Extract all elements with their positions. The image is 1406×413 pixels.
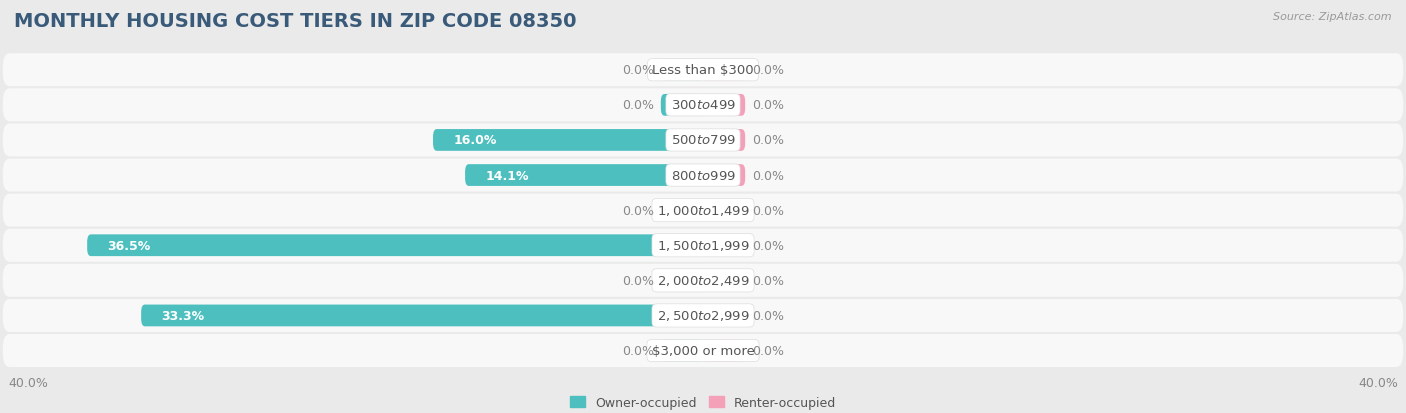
Text: Source: ZipAtlas.com: Source: ZipAtlas.com bbox=[1274, 12, 1392, 22]
FancyBboxPatch shape bbox=[703, 60, 745, 81]
FancyBboxPatch shape bbox=[3, 159, 1403, 192]
FancyBboxPatch shape bbox=[3, 124, 1403, 157]
FancyBboxPatch shape bbox=[703, 235, 745, 256]
FancyBboxPatch shape bbox=[87, 235, 703, 256]
FancyBboxPatch shape bbox=[703, 305, 745, 327]
Text: $2,000 to $2,499: $2,000 to $2,499 bbox=[657, 274, 749, 287]
FancyBboxPatch shape bbox=[661, 95, 703, 116]
Text: 0.0%: 0.0% bbox=[752, 99, 785, 112]
FancyBboxPatch shape bbox=[703, 95, 745, 116]
Text: 0.0%: 0.0% bbox=[621, 344, 654, 357]
FancyBboxPatch shape bbox=[3, 264, 1403, 297]
FancyBboxPatch shape bbox=[661, 270, 703, 292]
Text: 0.0%: 0.0% bbox=[752, 204, 785, 217]
Text: 0.0%: 0.0% bbox=[621, 204, 654, 217]
Text: $800 to $999: $800 to $999 bbox=[671, 169, 735, 182]
Text: Less than $300: Less than $300 bbox=[652, 64, 754, 77]
Text: 0.0%: 0.0% bbox=[752, 309, 785, 322]
FancyBboxPatch shape bbox=[465, 165, 703, 187]
Text: 0.0%: 0.0% bbox=[752, 344, 785, 357]
Text: 36.5%: 36.5% bbox=[107, 239, 150, 252]
Text: MONTHLY HOUSING COST TIERS IN ZIP CODE 08350: MONTHLY HOUSING COST TIERS IN ZIP CODE 0… bbox=[14, 12, 576, 31]
Text: 0.0%: 0.0% bbox=[621, 274, 654, 287]
FancyBboxPatch shape bbox=[703, 130, 745, 152]
Text: 0.0%: 0.0% bbox=[752, 169, 785, 182]
Text: $500 to $799: $500 to $799 bbox=[671, 134, 735, 147]
Text: $2,500 to $2,999: $2,500 to $2,999 bbox=[657, 309, 749, 323]
Text: $1,500 to $1,999: $1,500 to $1,999 bbox=[657, 239, 749, 253]
FancyBboxPatch shape bbox=[703, 340, 745, 361]
Text: 14.1%: 14.1% bbox=[485, 169, 529, 182]
FancyBboxPatch shape bbox=[703, 165, 745, 187]
FancyBboxPatch shape bbox=[3, 89, 1403, 122]
Text: 0.0%: 0.0% bbox=[752, 239, 785, 252]
FancyBboxPatch shape bbox=[661, 60, 703, 81]
FancyBboxPatch shape bbox=[703, 270, 745, 292]
Text: 0.0%: 0.0% bbox=[752, 134, 785, 147]
FancyBboxPatch shape bbox=[661, 340, 703, 361]
Text: $1,000 to $1,499: $1,000 to $1,499 bbox=[657, 204, 749, 218]
FancyBboxPatch shape bbox=[661, 200, 703, 221]
FancyBboxPatch shape bbox=[3, 54, 1403, 87]
Text: $3,000 or more: $3,000 or more bbox=[651, 344, 755, 357]
Text: 16.0%: 16.0% bbox=[453, 134, 496, 147]
Legend: Owner-occupied, Renter-occupied: Owner-occupied, Renter-occupied bbox=[565, 391, 841, 413]
FancyBboxPatch shape bbox=[141, 305, 703, 327]
Text: 0.0%: 0.0% bbox=[621, 99, 654, 112]
Text: $300 to $499: $300 to $499 bbox=[671, 99, 735, 112]
FancyBboxPatch shape bbox=[3, 229, 1403, 262]
FancyBboxPatch shape bbox=[433, 130, 703, 152]
FancyBboxPatch shape bbox=[3, 299, 1403, 332]
FancyBboxPatch shape bbox=[3, 334, 1403, 367]
Text: 0.0%: 0.0% bbox=[621, 64, 654, 77]
Text: 0.0%: 0.0% bbox=[752, 274, 785, 287]
Text: 33.3%: 33.3% bbox=[162, 309, 204, 322]
Text: 0.0%: 0.0% bbox=[752, 64, 785, 77]
FancyBboxPatch shape bbox=[703, 200, 745, 221]
FancyBboxPatch shape bbox=[3, 194, 1403, 227]
